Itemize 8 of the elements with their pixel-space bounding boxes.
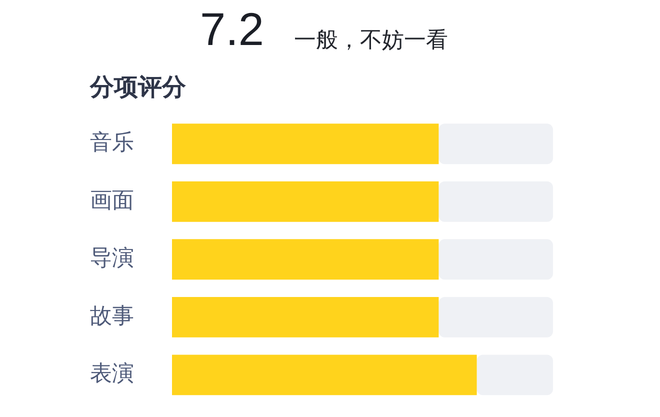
y-tick-label: 导演 <box>90 246 134 272</box>
y-tick-label: 音乐 <box>90 130 134 156</box>
y-tick-label: 故事 <box>90 304 134 329</box>
y-tick-label: 表演 <box>90 362 134 387</box>
text: 7.2 <box>200 3 264 55</box>
y-tick-label: 画面 <box>90 188 134 214</box>
text: 一般，不妨一看 <box>294 28 448 53</box>
chart-title: 分项评分 <box>89 73 187 101</box>
